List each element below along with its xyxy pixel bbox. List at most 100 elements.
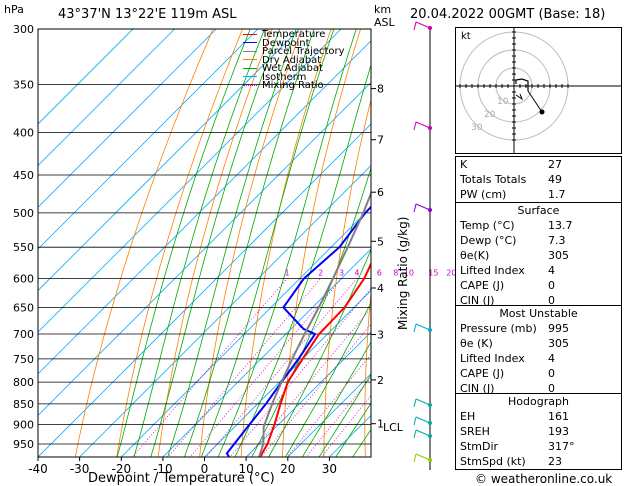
chart-legend: Temperature Dewpoint Parcel Trajectory Dry … (243, 29, 345, 91)
datetime-title: 20.04.2022 00GMT (Base: 18) (410, 7, 606, 22)
isotherm-line (38, 123, 371, 457)
legend-item: Parcel Trajectory (243, 46, 345, 57)
isotherm-line (38, 29, 259, 250)
wet-adiabat-line (116, 29, 251, 457)
legend-label: Parcel Trajectory (262, 46, 345, 57)
x-tick-label: -30 (70, 462, 90, 476)
pressure-tick-label: 750 (13, 353, 34, 366)
hodo-row: EH 161 (460, 410, 569, 423)
mu-row: Pressure (mb) 995 (460, 322, 569, 335)
series-dewpoint (225, 205, 371, 457)
surface-row: Dewp (°C) 7.3 (460, 234, 566, 247)
x-tick-label: -40 (28, 462, 48, 476)
legend-item: Temperature (243, 29, 345, 40)
legend-label: Temperature (262, 29, 326, 40)
wind-barb-icon (413, 453, 417, 463)
wind-barb-icon (415, 203, 431, 211)
km-tick-label: 8 (377, 83, 384, 96)
km-tick-label: 2 (377, 374, 384, 387)
x-tick-label: 20 (280, 462, 295, 476)
isotherm-line (287, 373, 371, 457)
isotherm-line (245, 331, 371, 457)
dry-adiabat-line (404, 29, 449, 462)
km-tick-label: 1 (377, 418, 384, 431)
legend-label: Dewpoint (262, 37, 310, 49)
mixing-ratio-label: 4 (354, 269, 359, 278)
legend-item: Dewpoint (243, 37, 345, 49)
pressure-tick-label: 300 (13, 23, 34, 36)
wind-barb-icon (415, 323, 431, 331)
series-temperature (258, 261, 371, 457)
wind-barb-icon (415, 398, 431, 406)
legend-label: Dry Adiabat (262, 54, 322, 66)
mixing-ratio-line (229, 287, 371, 457)
wet-adiabat-line (133, 29, 265, 457)
most-unstable-panel: Most Unstable Pressure (mb) 995 θe (K) 305… (455, 305, 622, 397)
wind-barb-icon (415, 453, 431, 461)
hodo-storm-point (539, 109, 545, 115)
surface-row: θe(K) 305 (460, 249, 569, 262)
mixing-ratio-line (131, 278, 288, 457)
km-axis-title: km (374, 3, 392, 16)
surface-row: Temp (°C) 13.7 (460, 219, 573, 232)
wet-adiabat-line (200, 29, 335, 457)
isotherm-line (38, 29, 342, 333)
pressure-tick-label: 650 (13, 301, 34, 314)
wind-barb-icon (413, 121, 417, 131)
legend-swatch (243, 33, 257, 35)
isotherm-line (38, 29, 300, 292)
pressure-tick-label: 700 (13, 328, 34, 341)
mixing-ratio-label: 6 (377, 269, 382, 278)
wind-barb-icon (415, 21, 431, 29)
pressure-tick-label: 350 (13, 79, 34, 92)
pressure-tick-label: 550 (13, 241, 34, 254)
wind-barb-icon (413, 429, 417, 439)
legend-swatch (243, 67, 257, 69)
asl-axis-title: ASL (374, 16, 395, 29)
wind-barb-icon (413, 398, 417, 408)
wet-adiabat-line (335, 402, 371, 457)
x-tick-label: -10 (153, 462, 173, 476)
hodograph-panel: kt 10 20 30 (455, 27, 622, 154)
indices-panel: K 27 Totals Totals 49 PW (cm) 1.7 (455, 156, 622, 203)
x-axis-title: Dewpoint / Temperature (°C) (88, 471, 275, 486)
index-row-k: K 27 (460, 158, 562, 171)
legend-swatch (243, 42, 257, 43)
legend-swatch (243, 50, 257, 52)
mixing-ratio-label: 3 (339, 269, 344, 278)
pressure-tick-label: 450 (13, 169, 34, 182)
x-tick-label: -20 (111, 462, 131, 476)
hodograph-table-title: Hodograph (508, 395, 569, 408)
surface-title: Surface (517, 204, 560, 217)
dry-adiabat-line (364, 289, 371, 457)
legend-label: Isotherm (262, 71, 307, 83)
wind-barb-icon (413, 21, 417, 31)
legend-swatch (243, 59, 257, 60)
hpa-axis-title: hPa (4, 3, 24, 16)
km-tick-label: 4 (377, 282, 384, 295)
isobar-lines (38, 28, 371, 445)
hodograph-plot: kt 10 20 30 (456, 28, 621, 153)
hodo-ring-label-30: 30 (471, 123, 483, 133)
isotherm-line (38, 29, 175, 167)
wet-adiabat-line (301, 341, 371, 457)
pressure-tick-label: 800 (13, 376, 34, 389)
hodo-trace (515, 78, 529, 91)
mixing-ratio-label: 10 (404, 269, 414, 278)
copyright-text: © weatheronline.co.uk (475, 472, 613, 486)
mu-row: CAPE (J) 0 (460, 367, 555, 380)
mu-row: CIN (J) 0 (460, 382, 555, 395)
mixing-ratio-label: 1 (284, 269, 289, 278)
km-tick-label: 5 (377, 235, 384, 248)
mixing-ratio-label: 20 (446, 269, 456, 278)
legend-swatch (243, 84, 257, 86)
mixing-ratio-label: 15 (428, 269, 438, 278)
index-row-pw: PW (cm) 1.7 (460, 188, 566, 201)
pressure-ticks: 300 350 400 450 500 550 600 650 700 750 800 850 900 9… (13, 23, 34, 451)
hodo-ring-label-20: 20 (484, 110, 496, 120)
x-tick-label: 0 (201, 462, 209, 476)
isotherm-line (38, 29, 217, 208)
isotherm-line (38, 40, 371, 375)
plot-frame (37, 28, 372, 458)
